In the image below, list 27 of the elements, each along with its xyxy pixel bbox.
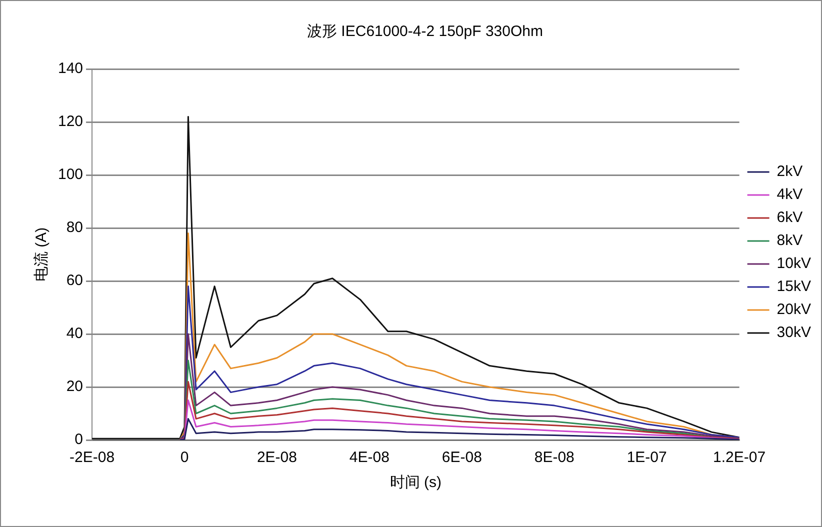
x-tick-label: 2E-08 — [256, 449, 297, 466]
legend-label: 6kV — [776, 209, 803, 226]
x-tick-label: -2E-08 — [70, 449, 115, 466]
x-tick-label: 6E-08 — [442, 449, 482, 466]
y-tick-label: 120 — [58, 113, 84, 130]
chart-title: 波形 IEC61000-4-2 150pF 330Ohm — [307, 23, 543, 40]
y-tick-label: 100 — [58, 166, 84, 184]
legend-label: 20kV — [776, 301, 812, 318]
y-tick-label: 0 — [74, 431, 84, 448]
x-axis-title: 时间 (s) — [390, 474, 442, 492]
y-tick-label: 60 — [66, 272, 84, 290]
x-tick-label: 1E-07 — [626, 449, 667, 466]
legend-label: 8kV — [776, 232, 803, 250]
legend-label: 30kV — [776, 324, 812, 342]
legend-label: 15kV — [776, 278, 812, 296]
legend-label: 2kV — [776, 163, 803, 180]
y-tick-label: 80 — [66, 219, 84, 236]
legend-label: 10kV — [776, 255, 812, 272]
y-axis-title: 电流 (A) — [33, 227, 50, 282]
x-tick-label: 4E-08 — [349, 449, 390, 466]
x-tick-label: 1.2E-07 — [713, 449, 766, 466]
y-tick-label: 40 — [66, 325, 84, 342]
y-tick-label: 140 — [58, 60, 84, 78]
x-tick-label: 0 — [180, 449, 189, 466]
legend-label: 4kV — [776, 186, 803, 204]
x-tick-label: 8E-08 — [534, 449, 574, 466]
y-tick-label: 20 — [66, 378, 84, 396]
